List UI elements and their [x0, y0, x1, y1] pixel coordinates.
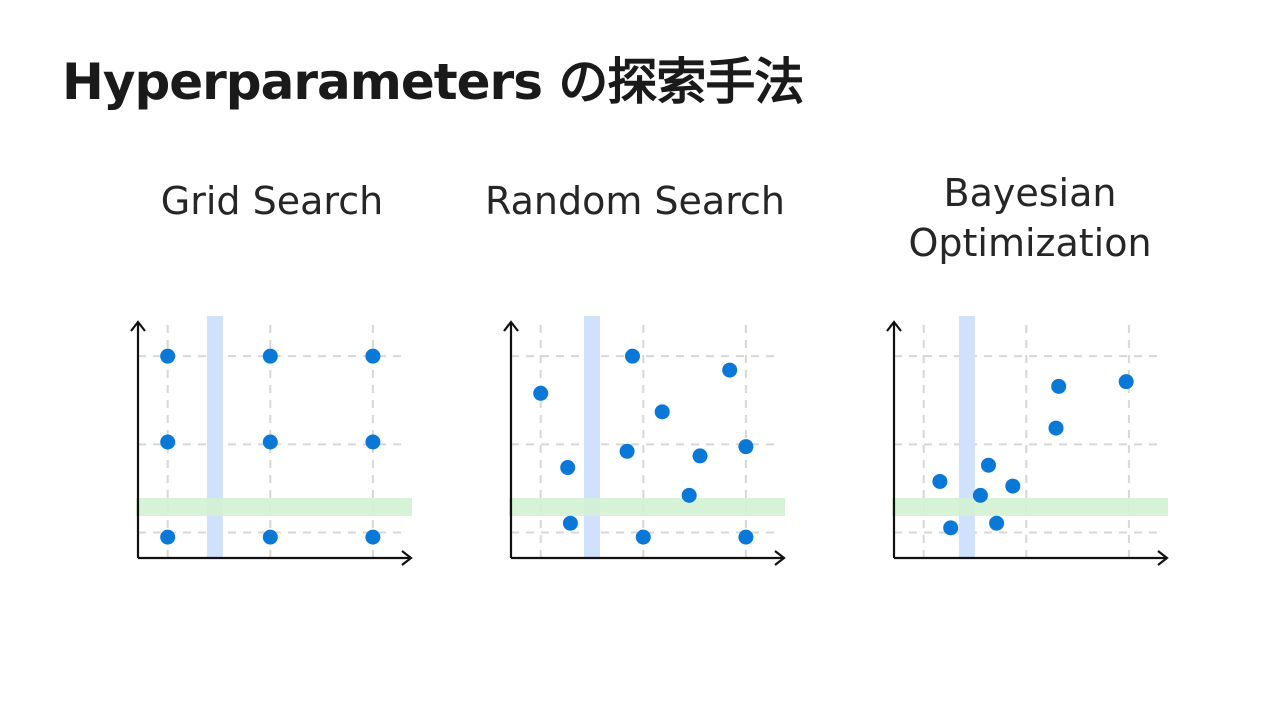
grid-search-plot [130, 316, 413, 566]
sample-point [722, 362, 738, 378]
sample-point [160, 434, 176, 450]
random-search-title: Random Search [455, 176, 815, 226]
sample-point [365, 529, 381, 545]
sample-point [562, 515, 578, 531]
sample-point [1048, 420, 1064, 436]
sample-point [972, 487, 988, 503]
sample-point [981, 457, 996, 473]
sample-point [560, 460, 576, 476]
vertical-highlight-band [584, 316, 600, 558]
y-axis-arrow-icon [130, 320, 146, 332]
sample-point [932, 473, 948, 489]
bayesian-optimization-title: Bayesian Optimization [850, 168, 1210, 268]
bayesian-title-line-1: Bayesian [943, 171, 1117, 215]
sample-point [262, 529, 278, 545]
grid-search-title-line: Grid Search [160, 179, 384, 223]
horizontal-highlight-band [136, 497, 412, 516]
sample-point [692, 448, 708, 464]
sample-point [1005, 478, 1021, 494]
slide-title: Hyperparameters の探索手法 [62, 53, 804, 111]
x-axis-arrow-icon [401, 550, 413, 566]
bayesian-title-line-2: Optimization [908, 221, 1152, 265]
horizontal-highlight-band [509, 497, 785, 516]
sample-point [681, 487, 697, 503]
sample-point [160, 529, 176, 545]
sample-point [262, 348, 278, 364]
sample-point [738, 439, 754, 455]
sample-point [365, 348, 381, 364]
random-search-title-line: Random Search [485, 179, 785, 223]
vertical-highlight-band [206, 316, 223, 558]
sample-point [619, 443, 635, 459]
y-axis-arrow-icon [886, 320, 902, 332]
sample-point [654, 404, 670, 420]
sample-point [1051, 378, 1067, 394]
y-axis-arrow-icon [503, 320, 519, 332]
sample-point [943, 520, 959, 536]
vertical-highlight-band [958, 316, 975, 558]
random-search-plot [503, 316, 786, 566]
sample-point [365, 434, 381, 450]
sample-point [989, 515, 1005, 531]
grid-search-title: Grid Search [92, 176, 452, 226]
sample-point [262, 434, 278, 450]
sample-point [533, 385, 549, 401]
sample-point [1118, 374, 1134, 390]
sample-point [635, 529, 651, 545]
sample-point [160, 348, 176, 364]
horizontal-highlight-band [892, 497, 1168, 516]
sample-point [738, 529, 754, 545]
sample-point [625, 348, 640, 364]
bayesian-optimization-plot [886, 316, 1169, 566]
x-axis-arrow-icon [774, 550, 786, 566]
x-axis-arrow-icon [1157, 550, 1169, 566]
